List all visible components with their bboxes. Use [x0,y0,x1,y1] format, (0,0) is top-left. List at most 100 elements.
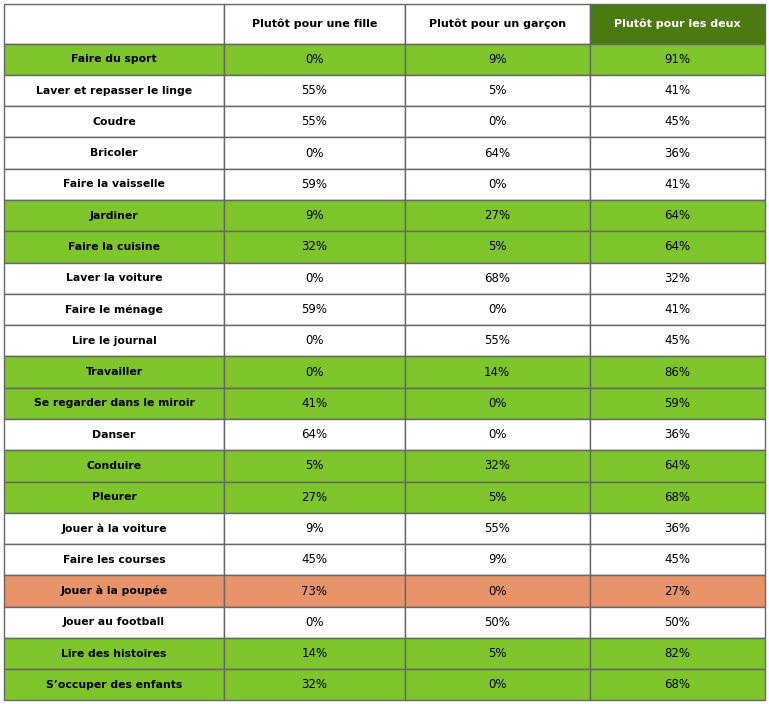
Text: 41%: 41% [664,84,691,97]
Text: 0%: 0% [488,428,507,441]
Bar [404,670,590,700]
Text: 0%: 0% [488,178,507,191]
Text: 9%: 9% [305,522,324,535]
Text: Conduire: Conduire [86,461,141,471]
Text: 0%: 0% [305,272,324,284]
Bar [590,325,765,356]
Text: 91%: 91% [664,53,691,65]
Bar [4,513,225,544]
Bar [404,106,590,137]
Bar [4,544,225,575]
Bar [4,169,225,200]
Text: 27%: 27% [664,584,691,598]
Text: 68%: 68% [664,679,691,691]
Text: 45%: 45% [301,553,328,566]
Bar [404,356,590,388]
Bar [225,670,404,700]
Bar [404,75,590,106]
Bar [4,137,225,169]
Text: Se regarder dans le miroir: Se regarder dans le miroir [34,398,195,408]
Bar [404,451,590,482]
Text: 45%: 45% [664,115,691,128]
Text: 32%: 32% [301,679,328,691]
Bar [225,419,404,451]
Text: Coudre: Coudre [92,117,136,127]
Text: Pleurer: Pleurer [92,492,136,502]
Text: 5%: 5% [488,84,507,97]
Bar [590,169,765,200]
Bar [404,232,590,263]
Bar [225,75,404,106]
Text: 55%: 55% [484,334,510,347]
Text: Jouer au football: Jouer au football [63,617,165,627]
Text: 59%: 59% [301,303,328,316]
Text: Plutôt pour un garçon: Plutôt pour un garçon [428,18,566,29]
Bar [4,419,225,451]
Text: 50%: 50% [484,616,510,629]
Text: 55%: 55% [484,522,510,535]
Bar [4,482,225,513]
Text: Jouer à la poupée: Jouer à la poupée [61,586,168,596]
Bar [4,670,225,700]
Bar [225,513,404,544]
Text: 64%: 64% [664,241,691,253]
Text: 41%: 41% [664,178,691,191]
Text: Plutôt pour les deux: Plutôt pour les deux [614,18,741,29]
Text: 14%: 14% [301,647,328,660]
Text: 36%: 36% [664,428,691,441]
Bar [4,638,225,670]
Bar [590,388,765,419]
Bar [4,106,225,137]
Text: 0%: 0% [305,365,324,379]
Text: 14%: 14% [484,365,511,379]
Text: Faire du sport: Faire du sport [72,54,157,64]
Text: 68%: 68% [484,272,510,284]
Bar [590,75,765,106]
Bar [404,388,590,419]
Bar [590,232,765,263]
Text: 64%: 64% [301,428,328,441]
Text: 0%: 0% [488,584,507,598]
Text: 45%: 45% [664,334,691,347]
Text: S’occuper des enfants: S’occuper des enfants [46,680,182,690]
Bar [404,513,590,544]
Text: Laver la voiture: Laver la voiture [66,273,162,283]
Bar [4,44,225,75]
Text: Jardiner: Jardiner [90,210,138,220]
Bar [404,607,590,638]
Bar [225,4,404,44]
Bar [404,482,590,513]
Bar [4,356,225,388]
Text: 68%: 68% [664,491,691,503]
Text: 0%: 0% [305,146,324,160]
Bar [404,200,590,232]
Text: 55%: 55% [301,115,328,128]
Text: Faire les courses: Faire les courses [63,555,165,565]
Bar [404,294,590,325]
Bar [4,451,225,482]
Bar [404,263,590,294]
Text: Danser: Danser [92,429,135,439]
Text: 82%: 82% [664,647,691,660]
Text: 5%: 5% [305,460,324,472]
Bar [4,325,225,356]
Bar [4,200,225,232]
Bar [590,4,765,44]
Bar [225,544,404,575]
Bar [4,75,225,106]
Bar [404,137,590,169]
Bar [4,294,225,325]
Text: 0%: 0% [305,616,324,629]
Text: Bricoler: Bricoler [90,148,138,158]
Text: Lire le journal: Lire le journal [72,336,156,346]
Text: Jouer à la voiture: Jouer à la voiture [62,523,167,534]
Text: 0%: 0% [488,303,507,316]
Bar [590,544,765,575]
Text: 32%: 32% [484,460,510,472]
Text: 59%: 59% [664,397,691,410]
Bar [225,106,404,137]
Text: 64%: 64% [664,209,691,222]
Bar [225,137,404,169]
Bar [404,544,590,575]
Bar [4,575,225,607]
